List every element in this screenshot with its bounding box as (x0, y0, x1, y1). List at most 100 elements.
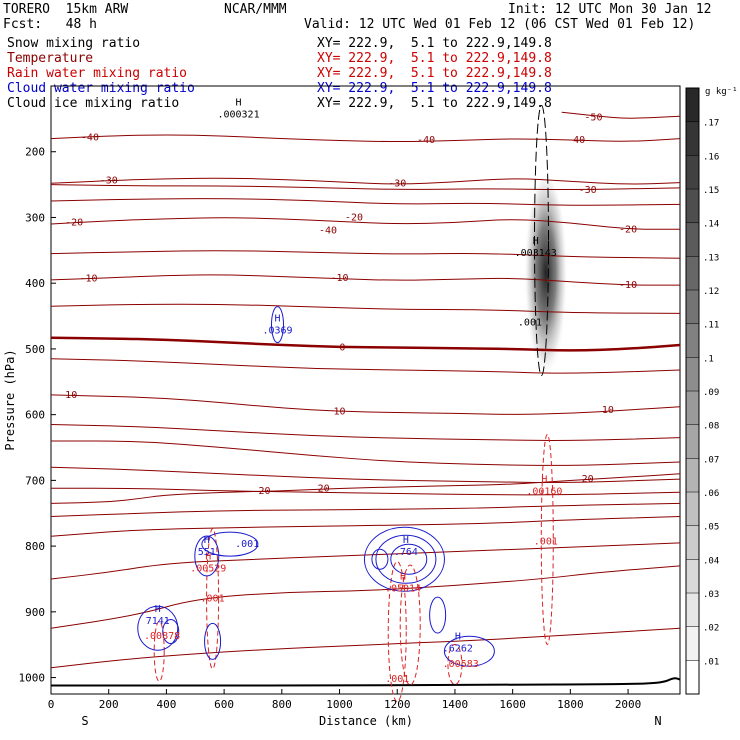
high-marker: H (274, 314, 280, 325)
temperature-contour-10 (50, 394, 681, 415)
y-axis-title: Pressure (hPa) (3, 349, 17, 450)
cloudwater-contour-upper (270, 306, 284, 344)
legend-xy-snow: XY= 222.9, 5.1 to 222.9,149.8 (317, 36, 552, 51)
x-tick-label: 400 (156, 698, 176, 711)
ground-surface-line (51, 677, 681, 687)
high-value-label: 7141 (146, 616, 170, 627)
y-tick-label: 700 (25, 474, 45, 487)
y-tick-label: 800 (25, 540, 45, 553)
high-marker: H (204, 535, 210, 546)
temperature-label: -50 (584, 113, 602, 124)
colorbar-tick-label: .11 (703, 321, 719, 331)
temperature-label: 0 (339, 343, 345, 354)
ice-contour (534, 104, 550, 376)
cloudwater-contour-k (443, 635, 495, 667)
colorbar-segment (686, 357, 699, 392)
legend-label-ice: Cloud ice mixing ratio (7, 96, 180, 111)
temperature-label: -40 (319, 226, 337, 237)
colorbar-segment (686, 458, 699, 493)
center-title: NCAR/MMM (224, 2, 287, 17)
colorbar-segment (686, 424, 699, 459)
temperature-label: 10 (602, 405, 614, 416)
temperature-label: -10 (331, 273, 349, 284)
colorbar-units: g kg⁻¹ (705, 87, 738, 97)
colorbar-tick-label: .05 (703, 523, 719, 533)
temperature-label: 20 (582, 474, 594, 485)
legend-label-temperature: Temperature (7, 51, 94, 66)
colorbar-tick-label: .16 (703, 152, 719, 162)
x-tick-label: 1200 (384, 698, 411, 711)
init-time: Init: 12 UTC Mon 30 Jan 12 (508, 2, 712, 17)
valid-time: Valid: 12 UTC Wed 01 Feb 12 (06 CST Wed … (304, 17, 696, 32)
temperature-contour-line (50, 502, 681, 518)
legend-label-rain: Rain water mixing ratio (7, 66, 188, 81)
temperature-contour-line (50, 424, 681, 441)
temperature-contour-line (50, 358, 681, 374)
high-value-label: .6262 (443, 644, 473, 655)
x-tick-label: 200 (99, 698, 119, 711)
temperature-label: 10 (334, 406, 346, 417)
colorbar-segment (686, 626, 699, 661)
x-tick-label: 1400 (442, 698, 469, 711)
temperature-contour--10 (50, 274, 680, 286)
temperature-label: 20 (318, 483, 330, 494)
temperature-contour-line (50, 542, 681, 580)
colorbar-tick-label: .08 (703, 422, 719, 432)
temperature-label: -40 (81, 132, 99, 143)
cloudwater-contour-d (162, 619, 180, 645)
colorbar-segment (686, 290, 699, 325)
cloudwater-contour-f (363, 526, 445, 592)
endpoint-left: S (81, 714, 88, 728)
high-value-label: .000321 (217, 109, 259, 120)
temperature-contour-line (50, 516, 681, 537)
x-tick-label: 800 (272, 698, 292, 711)
high-value-label: .05014 (385, 583, 421, 594)
endpoint-right: N (654, 714, 661, 728)
colorbar-tick-label: .13 (703, 253, 719, 263)
temperature-label: -30 (100, 176, 118, 187)
cloudwater-contour-e (204, 622, 222, 660)
colorbar-tick-label: .02 (703, 624, 719, 634)
contour-label: .001 (385, 674, 409, 685)
legend-label-snow: Snow mixing ratio (7, 36, 141, 51)
cloudwater-contour-c (137, 605, 179, 651)
high-marker: H (400, 571, 406, 582)
temperature-label: -20 (65, 218, 83, 229)
colorbar-segment (686, 121, 699, 156)
rain-contour-south-b (153, 620, 165, 682)
legend-xy-cloudwater: XY= 222.9, 5.1 to 222.9,149.8 (317, 81, 552, 96)
forecast-hour: Fcst: 48 h (3, 17, 97, 32)
x-axis-title: Distance (km) (319, 714, 413, 728)
colorbar-segment (686, 256, 699, 291)
x-tick-label: 1600 (499, 698, 526, 711)
snow-shading (523, 178, 568, 389)
high-value-label: .764 (394, 547, 418, 558)
high-marker: H (205, 552, 211, 563)
y-tick-label: 400 (25, 277, 45, 290)
colorbar-tick-label: .12 (703, 287, 719, 297)
rain-contour-north (540, 434, 554, 646)
temperature-contour--50 (561, 111, 681, 119)
temperature-contour-0 (50, 336, 681, 352)
colorbar-tick-label: .04 (703, 556, 719, 566)
temperature-label: -10 (79, 274, 97, 285)
rain-contour-central-c (447, 643, 463, 685)
cloudwater-contour-g (375, 534, 437, 584)
contour-label: .001 (235, 539, 259, 550)
temperature-contour--20 (50, 217, 680, 230)
y-tick-label: 500 (25, 343, 45, 356)
cloudwater-contour-b (194, 535, 220, 577)
model-title: TORERO 15km ARW (3, 2, 129, 17)
colorbar-tick-label: .17 (703, 119, 719, 129)
contour-label: .001 (201, 594, 225, 605)
temperature-contour-line (51, 440, 681, 466)
high-marker: H (155, 604, 161, 615)
temperature-label: 20 (258, 486, 270, 497)
colorbar-tick-label: .06 (703, 489, 719, 499)
x-tick-label: 1800 (557, 698, 584, 711)
temperature-label: -20 (345, 212, 363, 223)
high-value-label: .00160 (526, 487, 562, 498)
y-tick-label: 1000 (19, 672, 46, 685)
temperature-contour-line (50, 466, 681, 484)
temperature-contour-line (50, 565, 681, 629)
